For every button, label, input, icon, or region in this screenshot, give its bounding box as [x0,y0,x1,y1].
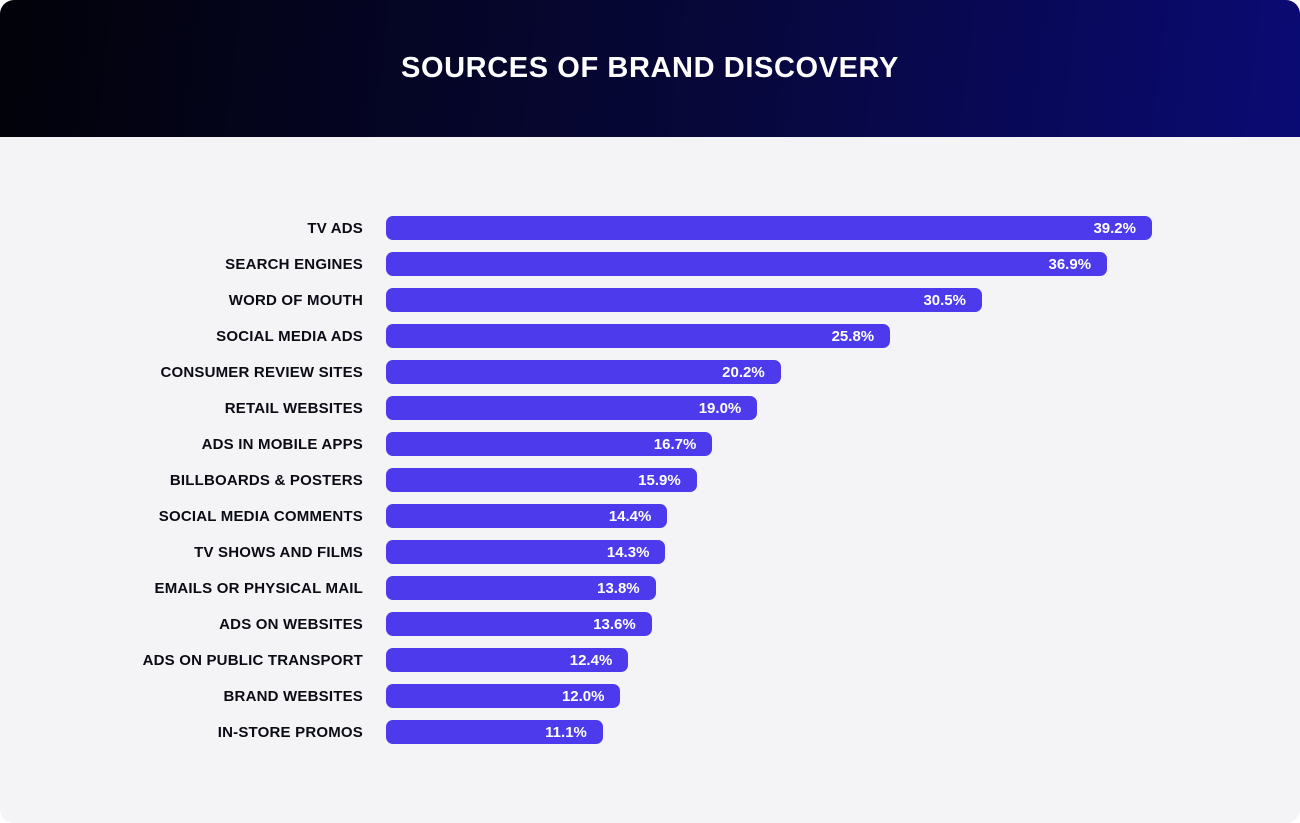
bar: 19.0% [386,396,758,420]
bar: 36.9% [386,252,1108,276]
bar-value: 13.6% [593,615,636,633]
chart-area: TV ADS 39.2% SEARCH ENGINES 36.9% WORD OF MO… [0,137,1300,823]
bar: 30.5% [386,288,982,312]
bar: 14.3% [386,540,666,564]
chart-header: SOURCES OF BRAND DISCOVERY [0,0,1300,137]
bar-value: 11.1% [545,723,587,741]
bar-label: ADS IN MOBILE APPS [201,435,363,453]
chart-row: TV ADS 39.2% [0,210,1300,246]
bar: 11.1% [386,720,603,744]
chart-row: ADS ON WEBSITES 13.6% [0,606,1300,642]
bar-value: 36.9% [1048,255,1092,273]
bar-label: EMAILS OR PHYSICAL MAIL [154,579,363,597]
chart-row: IN-STORE PROMOS 11.1% [0,714,1300,750]
bar-value: 16.7% [653,435,697,453]
bar-track: 15.9% [386,468,1152,492]
bar: 25.8% [386,324,891,348]
bar-label: ADS ON PUBLIC TRANSPORT [142,651,363,669]
bar-chart: TV ADS 39.2% SEARCH ENGINES 36.9% WORD OF MO… [0,210,1300,750]
bar-value: 20.2% [722,363,765,381]
bar-track: 16.7% [386,432,1152,456]
bar-track: 11.1% [386,720,1152,744]
bar-value: 12.4% [569,651,613,669]
bar-track: 36.9% [386,252,1152,276]
chart-row: SOCIAL MEDIA COMMENTS 14.4% [0,498,1300,534]
bar-label: SOCIAL MEDIA COMMENTS [158,507,363,525]
chart-row: RETAIL WEBSITES 19.0% [0,390,1300,426]
bar: 13.6% [386,612,652,636]
bar-value: 14.4% [608,507,652,525]
chart-row: WORD OF MOUTH 30.5% [0,282,1300,318]
chart-row: SOCIAL MEDIA ADS 25.8% [0,318,1300,354]
bar-label: IN-STORE PROMOS [217,723,363,741]
chart-row: TV SHOWS AND FILMS 14.3% [0,534,1300,570]
chart-row: BRAND WEBSITES 12.0% [0,678,1300,714]
chart-row: ADS ON PUBLIC TRANSPORT 12.4% [0,642,1300,678]
bar-value: 19.0% [698,399,742,417]
bar: 20.2% [386,360,781,384]
bar: 39.2% [386,216,1152,240]
bar-track: 14.4% [386,504,1152,528]
bar-track: 20.2% [386,360,1152,384]
bar: 13.8% [386,576,656,600]
bar-value: 25.8% [831,327,875,345]
bar-track: 39.2% [386,216,1152,240]
bar-track: 14.3% [386,540,1152,564]
bar-value: 39.2% [1093,219,1136,237]
bar-value: 15.9% [638,471,681,489]
bar: 16.7% [386,432,713,456]
chart-row: CONSUMER REVIEW SITES 20.2% [0,354,1300,390]
bar-label: SEARCH ENGINES [225,255,363,273]
bar-track: 19.0% [386,396,1152,420]
bar-label: SOCIAL MEDIA ADS [216,327,363,345]
bar-value: 14.3% [606,543,650,561]
chart-row: ADS IN MOBILE APPS 16.7% [0,426,1300,462]
bar-track: 13.6% [386,612,1152,636]
bar-value: 30.5% [923,291,966,309]
bar-label: BRAND WEBSITES [223,687,363,705]
bar: 12.4% [386,648,629,672]
bar-label: CONSUMER REVIEW SITES [160,363,363,381]
chart-row: SEARCH ENGINES 36.9% [0,246,1300,282]
bar: 14.4% [386,504,668,528]
bar-track: 30.5% [386,288,1152,312]
chart-row: EMAILS OR PHYSICAL MAIL 13.8% [0,570,1300,606]
bar-label: TV ADS [307,219,363,237]
bar: 12.0% [386,684,621,708]
bar-value: 12.0% [561,687,605,705]
bar-label: ADS ON WEBSITES [219,615,363,633]
bar-track: 12.4% [386,648,1152,672]
bar-track: 12.0% [386,684,1152,708]
chart-row: BILLBOARDS & POSTERS 15.9% [0,462,1300,498]
bar-label: RETAIL WEBSITES [224,399,363,417]
bar-track: 13.8% [386,576,1152,600]
bar-label: BILLBOARDS & POSTERS [169,471,363,489]
bar-value: 13.8% [597,579,640,597]
bar: 15.9% [386,468,697,492]
bar-track: 25.8% [386,324,1152,348]
chart-title: SOURCES OF BRAND DISCOVERY [401,52,899,84]
bar-label: TV SHOWS AND FILMS [194,543,363,561]
bar-label: WORD OF MOUTH [228,291,363,309]
